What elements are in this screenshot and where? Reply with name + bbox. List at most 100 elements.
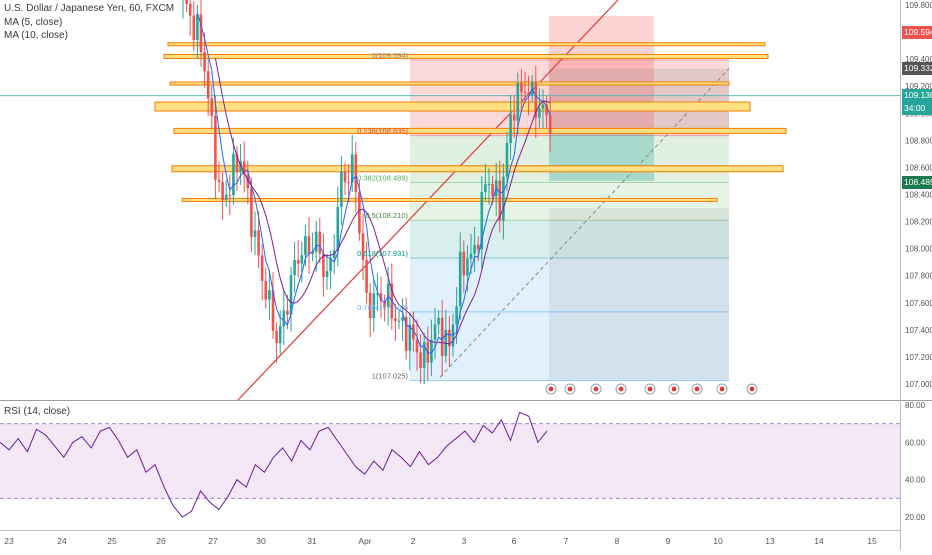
candle-body <box>516 83 520 121</box>
position-target-zone <box>549 129 654 181</box>
time-tick-label: 13 <box>765 536 775 546</box>
price-tick-label: 109.200 <box>905 82 932 91</box>
event-marker-dot <box>567 386 573 392</box>
event-marker-dot <box>618 386 624 392</box>
projection-line <box>439 68 730 378</box>
rsi-tick-label: 40.00 <box>905 476 926 485</box>
candle-body <box>350 154 354 183</box>
horizontal-line-band <box>154 101 751 112</box>
candle-body <box>307 236 311 254</box>
candle-body <box>347 182 350 184</box>
candle-body <box>260 255 264 282</box>
candle-body <box>473 244 476 254</box>
candle-body <box>268 290 271 300</box>
candle-body <box>534 82 538 118</box>
event-marker-dot <box>647 386 653 392</box>
candle-body <box>505 143 509 177</box>
candle-body <box>365 259 368 293</box>
ma10-legend[interactable]: MA (10, close) <box>4 30 68 41</box>
candle-body <box>242 161 246 175</box>
candle-body <box>286 310 289 315</box>
candle-body <box>271 290 275 331</box>
candle-body <box>422 341 426 368</box>
candle-body <box>354 154 358 192</box>
candle-body <box>401 317 404 321</box>
time-tick-label: 7 <box>564 536 569 546</box>
fib-level-label: 0.5(108.210) <box>365 211 408 220</box>
candle-body <box>509 114 512 144</box>
candle-body <box>203 51 206 72</box>
candle-body <box>296 259 300 264</box>
fib-level-label: 1(107.025) <box>372 372 409 381</box>
candle-body <box>235 153 239 172</box>
rsi-tick-label: 60.00 <box>905 438 926 447</box>
event-marker-dot <box>694 386 700 392</box>
symbol-legend[interactable]: U.S. Dollar / Japanese Yen, 60, FXCM <box>4 3 175 14</box>
candle-body <box>484 184 487 193</box>
candle-body <box>314 231 318 252</box>
horizontal-line-band <box>167 42 766 47</box>
position-grey-zone <box>549 68 729 130</box>
price-tick-label: 108.400 <box>905 191 932 200</box>
price-tick-label: 108.600 <box>905 163 932 172</box>
price-tag: 109.332 <box>902 61 932 75</box>
candle-body <box>448 329 451 347</box>
candle-body <box>466 258 469 276</box>
horizontal-line-band <box>173 127 787 134</box>
candle-body <box>275 330 278 344</box>
candle-body <box>206 71 210 99</box>
candle-body <box>430 339 433 363</box>
ma5-legend[interactable]: MA (5, close) <box>4 17 63 28</box>
candle-body <box>343 171 347 183</box>
fib-level-label: 0.786(107.533) <box>357 303 408 312</box>
candle-body <box>548 115 552 134</box>
horizontal-line-band <box>163 53 769 59</box>
candle-body <box>253 230 257 237</box>
candle-body <box>228 194 232 196</box>
candle-body <box>192 15 196 40</box>
candle-body <box>300 255 304 264</box>
rsi-legend[interactable]: RSI (14, close) <box>4 406 71 417</box>
candle-body <box>455 306 458 325</box>
candle-body <box>196 14 199 40</box>
candle-body <box>361 233 365 260</box>
horizontal-line-band <box>171 165 784 173</box>
candle-body <box>188 3 192 16</box>
candle-body <box>379 293 383 302</box>
fib-zone <box>410 59 729 136</box>
candle-body <box>358 191 361 234</box>
candle-body <box>545 104 548 116</box>
candle-body <box>469 253 473 259</box>
time-tick-label: 3 <box>462 536 467 546</box>
ma10-line <box>214 58 551 345</box>
event-marker-dot <box>593 386 599 392</box>
candle-body <box>433 324 437 340</box>
event-marker-dot <box>548 386 554 392</box>
candle-body <box>332 250 336 259</box>
time-tick-label: 27 <box>208 536 218 546</box>
time-tick-label: 14 <box>814 536 824 546</box>
candle-body <box>210 98 214 116</box>
time-tick-label: 9 <box>666 536 671 546</box>
price-tick-label: 107.400 <box>905 326 932 335</box>
candle-body <box>282 310 286 327</box>
ma5-line <box>196 12 551 354</box>
candle-body <box>498 180 502 221</box>
price-tick-label: 108.800 <box>905 136 932 145</box>
time-tick-label: Apr <box>358 536 371 546</box>
price-tick-label: 109.400 <box>905 55 932 64</box>
candle-body <box>250 188 253 237</box>
candle-body <box>419 352 422 368</box>
candle-body <box>214 115 217 180</box>
time-tick-label: 23 <box>4 536 14 546</box>
time-tick-label: 24 <box>57 536 67 546</box>
price-tick-label: 107.200 <box>905 353 932 362</box>
candle-body <box>541 104 545 109</box>
candle-body <box>372 293 376 319</box>
price-tag: 34:00 <box>902 102 932 116</box>
time-tick-label: 15 <box>867 536 877 546</box>
candle-body <box>264 281 268 300</box>
fib-level-label: 0.236(108.835) <box>357 127 408 136</box>
